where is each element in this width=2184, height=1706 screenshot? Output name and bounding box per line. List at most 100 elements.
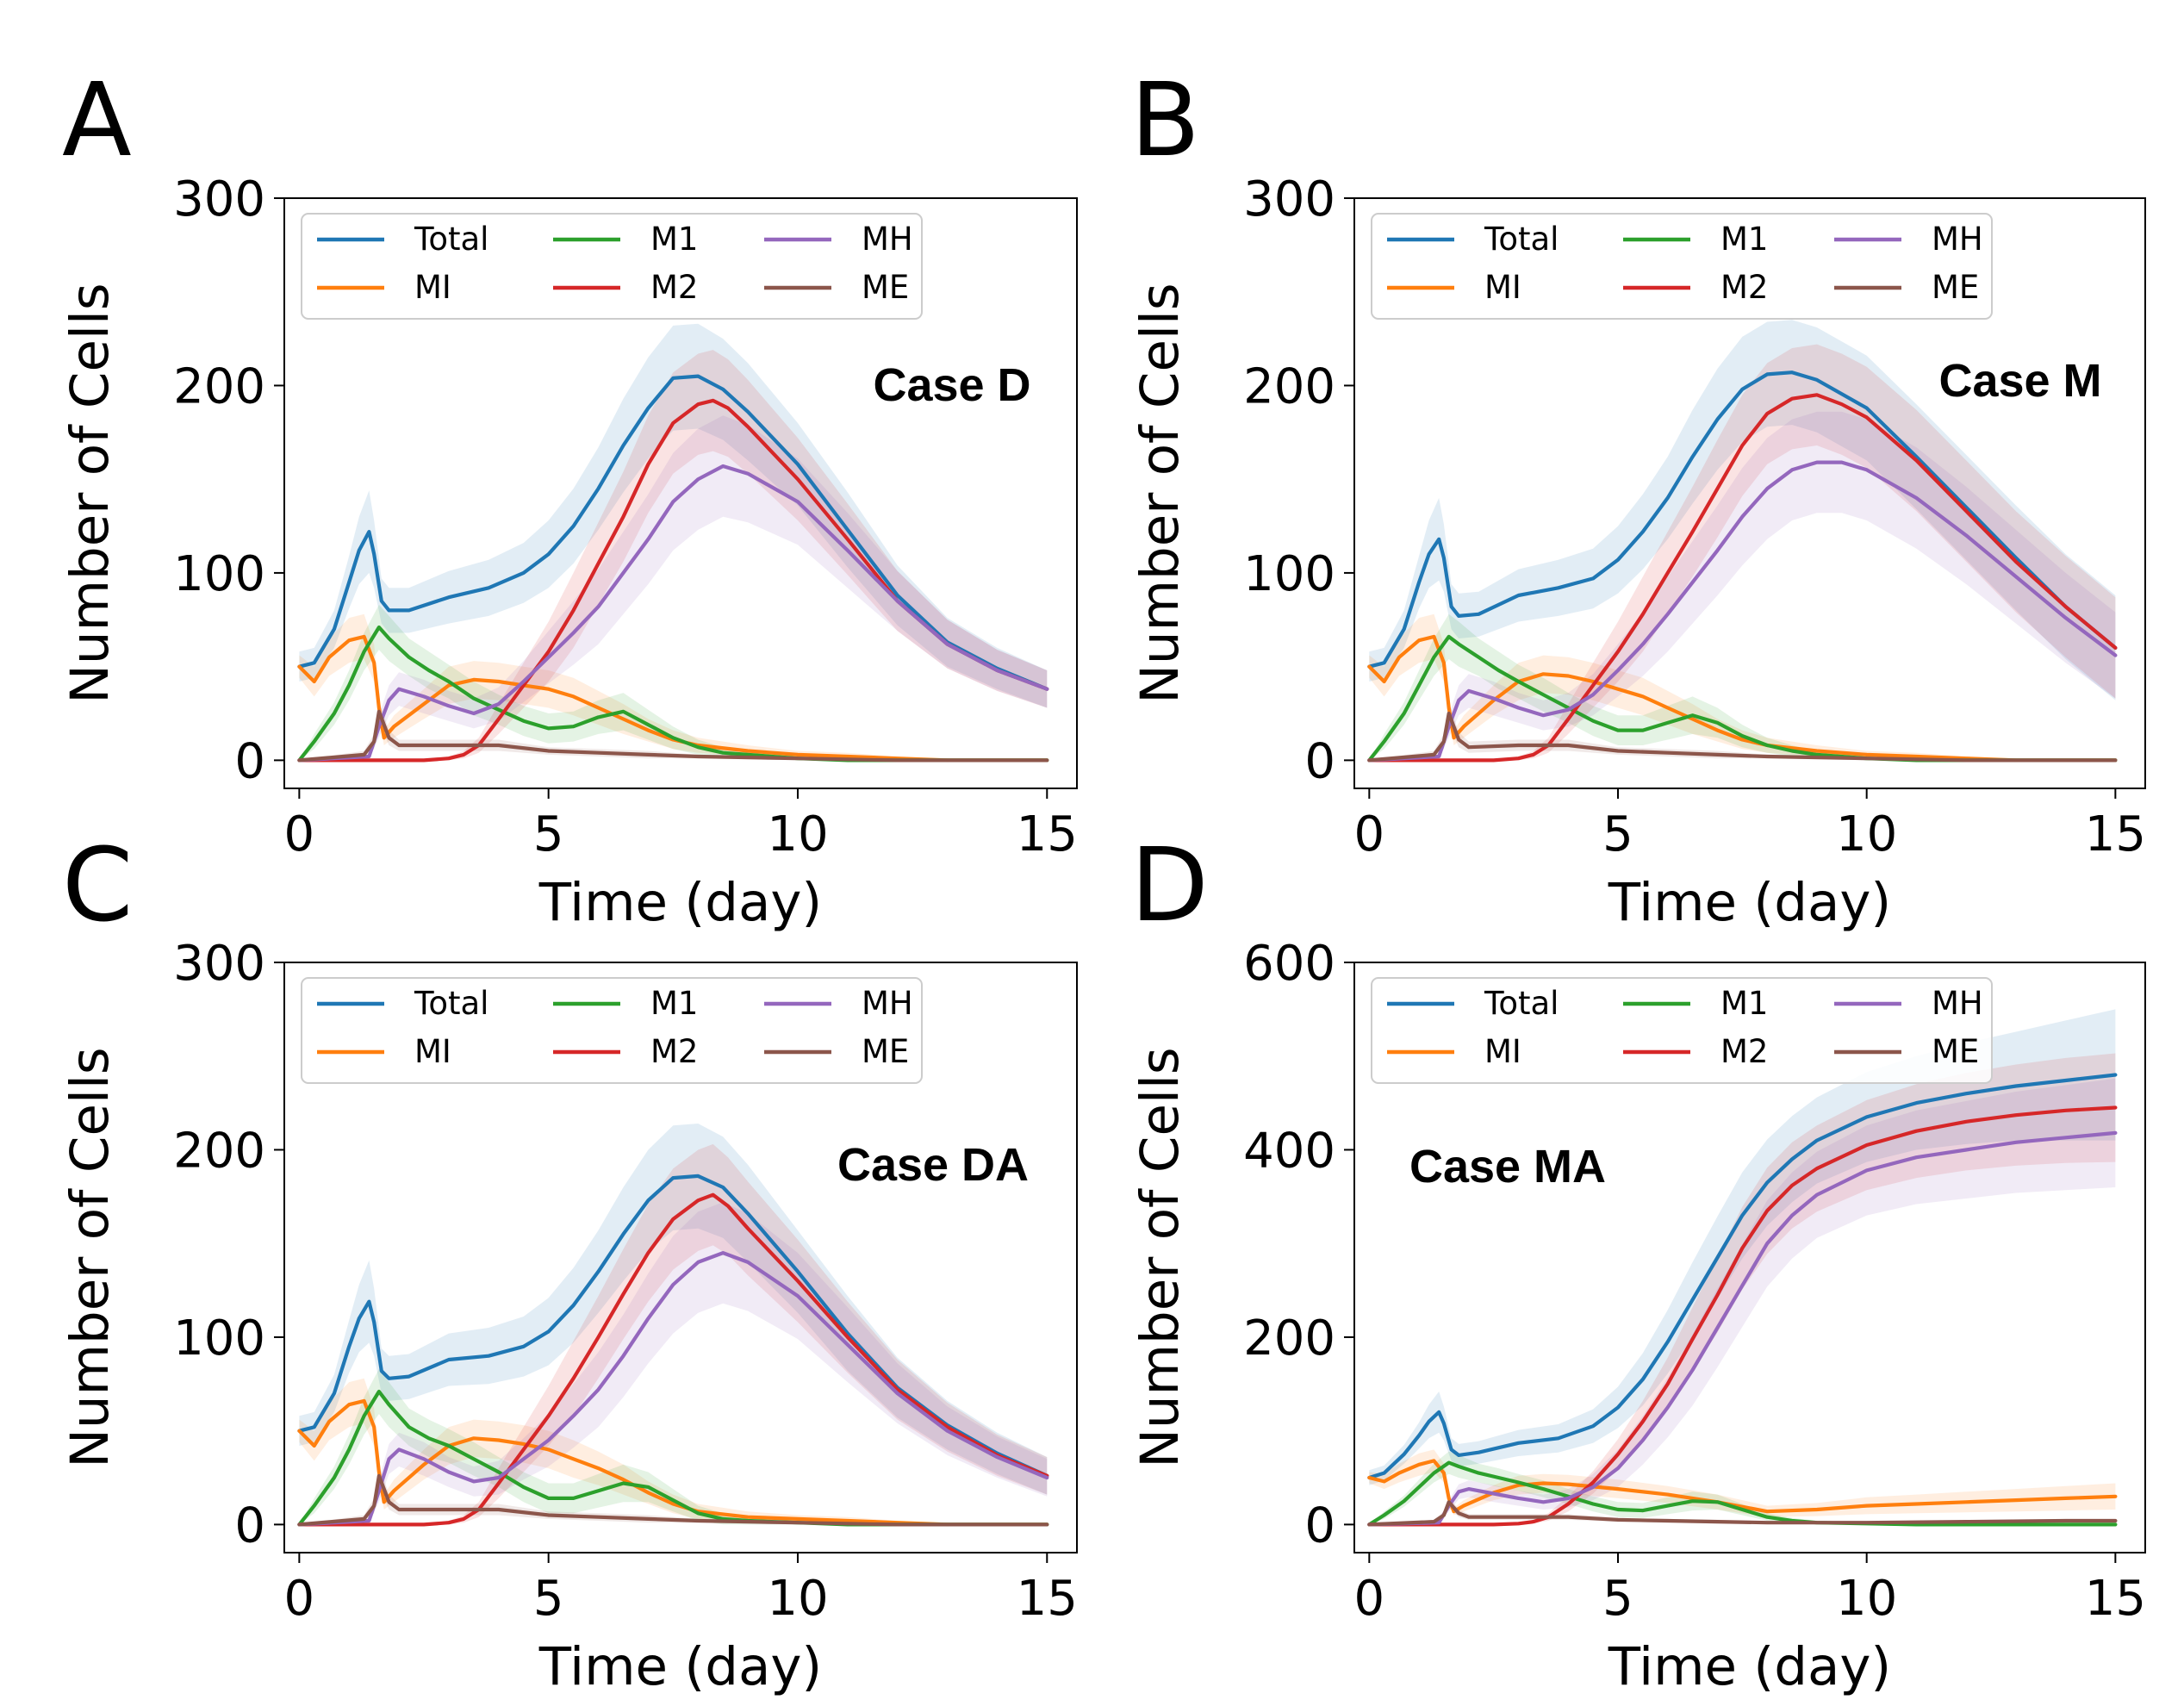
x-tick-label: 0	[1354, 1571, 1385, 1627]
y-tick-label: 200	[1243, 358, 1335, 414]
y-tick-label: 200	[173, 358, 265, 414]
y-tick-label: 200	[173, 1123, 265, 1179]
band-mh	[299, 1202, 1048, 1525]
x-axis-label: Time (day)	[538, 872, 822, 933]
legend: Total MI M1 M2 MH ME	[301, 977, 923, 1084]
legend-box	[301, 977, 923, 1084]
y-tick-label: 100	[1243, 546, 1335, 602]
y-axis-label: Number of Cells	[1129, 283, 1191, 703]
y-axis-label: Number of Cells	[59, 283, 121, 703]
x-tick-label: 0	[284, 806, 315, 862]
y-tick-label: 100	[173, 546, 265, 602]
y-axis: 0 100 200 300	[173, 171, 284, 789]
legend-label-m2: M2	[1720, 1033, 1768, 1070]
legend-label-m1: M1	[1720, 985, 1768, 1022]
legend-label-me: ME	[862, 269, 909, 306]
x-axis: 0 5 10 15	[284, 788, 1078, 862]
legend-label-mh: MH	[1932, 221, 1983, 258]
panel-c: C 0 5 10 15 Time (day) 0 100 200 300 Number of Cel…	[59, 825, 1078, 1697]
x-tick-label: 10	[1836, 1571, 1897, 1627]
x-tick-label: 15	[2085, 806, 2146, 862]
band-total	[299, 1124, 1048, 1495]
legend-label-total: Total	[1484, 985, 1559, 1022]
legend: Total MI M1 M2 MH ME	[1371, 213, 1993, 320]
y-axis-label: Number of Cells	[59, 1047, 121, 1467]
x-tick-label: 0	[284, 1571, 315, 1627]
legend-label-m2: M2	[1720, 269, 1768, 306]
series-me	[1367, 1500, 2118, 1527]
legend-label-mi: MI	[414, 269, 451, 306]
series-total	[297, 1174, 1049, 1478]
legend-box	[1371, 213, 1993, 320]
y-tick-label: 100	[173, 1311, 265, 1367]
x-tick-label: 10	[767, 1571, 828, 1627]
series-lines	[1367, 370, 2118, 763]
x-tick-label: 5	[533, 1571, 564, 1627]
legend-label-total: Total	[414, 221, 488, 258]
x-tick-label: 5	[1602, 1571, 1633, 1627]
x-tick-label: 10	[1836, 806, 1897, 862]
panel-d: D 0 5 10 15 Time (day) 0 200 400 600 Number of Cel…	[1129, 825, 2146, 1697]
legend: Total MI M1 M2 MH ME	[301, 213, 923, 320]
case-label: Case DA	[837, 1139, 1029, 1191]
x-tick-label: 10	[767, 806, 828, 862]
series-total	[1367, 1073, 2118, 1480]
series-total	[297, 374, 1049, 691]
legend-label-me: ME	[1932, 269, 1979, 306]
legend-label-m1: M1	[1720, 221, 1768, 258]
series-mi	[1367, 1459, 2118, 1514]
band-total	[1369, 320, 2116, 700]
y-tick-label: 400	[1243, 1123, 1335, 1179]
y-tick-label: 200	[1243, 1311, 1335, 1367]
legend-label-mh: MH	[862, 221, 913, 258]
case-label: Case D	[873, 359, 1030, 411]
legend-label-mh: MH	[1932, 985, 1983, 1022]
legend-box	[301, 213, 923, 320]
series-m2	[297, 1192, 1049, 1527]
x-axis-label: Time (day)	[1608, 872, 1891, 933]
axes-frame	[283, 197, 1078, 789]
plot-area	[1367, 1009, 2118, 1527]
y-tick-label: 0	[1304, 1497, 1335, 1553]
x-axis-label: Time (day)	[1608, 1636, 1891, 1697]
band-mi	[299, 1378, 1048, 1527]
series-m2	[1367, 1105, 2118, 1527]
y-axis: 0 100 200 300	[1243, 171, 1354, 789]
legend-label-total: Total	[414, 985, 488, 1022]
x-tick-label: 15	[1017, 806, 1078, 862]
y-axis: 0 200 400 600	[1243, 936, 1354, 1553]
y-tick-label: 300	[1243, 171, 1335, 227]
series-lines	[297, 1174, 1049, 1527]
x-tick-label: 15	[1017, 1571, 1078, 1627]
y-tick-label: 300	[173, 936, 265, 992]
series-me	[1367, 711, 2118, 763]
legend-label-mi: MI	[1484, 1033, 1521, 1070]
x-tick-label: 15	[2085, 1571, 2146, 1627]
panel-a: A 0 5 10 15 Time (day) 0 100 200 300 Number of Cel…	[59, 60, 1078, 933]
axes-frame	[1353, 197, 2146, 789]
band-mi	[1369, 1449, 2116, 1517]
series-me	[297, 709, 1049, 763]
legend-label-m1: M1	[650, 221, 698, 258]
y-tick-label: 0	[1304, 733, 1335, 789]
legend: Total MI M1 M2 MH ME	[1371, 977, 1993, 1084]
y-tick-label: 300	[173, 171, 265, 227]
x-tick-label: 5	[533, 806, 564, 862]
series-me	[297, 1473, 1049, 1527]
panel-letter: A	[62, 60, 132, 179]
x-axis: 0 5 10 15	[1354, 788, 2146, 862]
band-mi	[1369, 613, 2116, 763]
band-mh	[1369, 411, 2116, 761]
panel-letter: D	[1130, 825, 1209, 944]
case-label: Case M	[1938, 355, 2101, 407]
panel-letter: C	[62, 825, 133, 944]
band-m1	[1369, 613, 2116, 761]
y-tick-label: 0	[234, 733, 265, 789]
band-mi	[299, 613, 1048, 763]
y-axis-label: Number of Cells	[1129, 1047, 1191, 1467]
case-label: Case MA	[1409, 1141, 1606, 1192]
band-total	[299, 323, 1048, 708]
plot-area	[297, 1124, 1049, 1527]
y-axis: 0 100 200 300	[173, 936, 284, 1553]
